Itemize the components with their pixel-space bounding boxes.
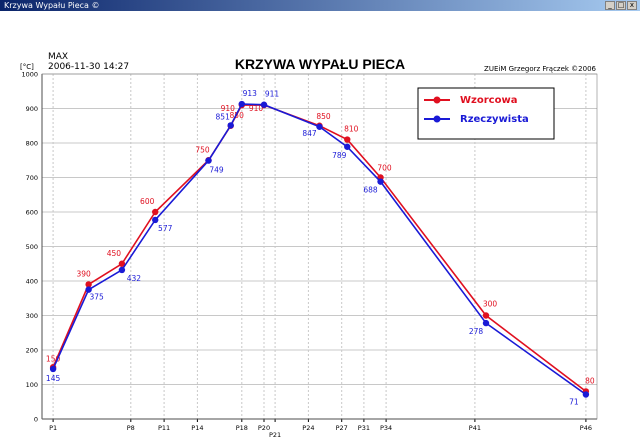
data-point-rzeczywista xyxy=(482,319,490,327)
datetime-label: 2006-11-30 14:27 xyxy=(48,62,129,72)
data-label-rzeczywista: 847 xyxy=(302,129,317,138)
y-tick-label: 1000 xyxy=(21,71,38,79)
x-tick-label: P34 xyxy=(380,424,392,432)
y-tick-label: 900 xyxy=(26,105,38,113)
y-tick-label: 300 xyxy=(26,312,38,320)
y-tick-label: 0 xyxy=(34,416,38,424)
data-label-wzorcowa: 700 xyxy=(377,164,392,173)
x-tick-label: P1 xyxy=(49,424,57,432)
data-label-wzorcowa: 450 xyxy=(107,249,122,258)
x-tick-label: P11 xyxy=(158,424,170,432)
data-label-rzeczywista: 375 xyxy=(89,293,104,302)
author-label: ZUEiM Grzegorz Frączek ©2006 xyxy=(484,65,596,73)
data-label-rzeczywista: 911 xyxy=(265,90,280,99)
x-tick-label: P20 xyxy=(258,424,270,432)
data-point-rzeczywista xyxy=(152,216,159,224)
y-tick-label: 600 xyxy=(26,209,38,217)
y-tick-label: 400 xyxy=(26,278,38,286)
data-point-wzorcowa xyxy=(344,136,351,143)
x-tick-label: P8 xyxy=(127,424,135,432)
data-point-rzeczywista xyxy=(238,100,245,108)
data-label-rzeczywista: 432 xyxy=(127,274,142,283)
data-label-wzorcowa: 150 xyxy=(46,354,61,363)
x-tick-label: P24 xyxy=(302,424,314,432)
x-tick-label: P41 xyxy=(469,424,481,432)
close-button[interactable]: x xyxy=(627,1,637,10)
data-point-rzeczywista xyxy=(344,143,351,150)
legend-box xyxy=(417,87,555,140)
window-title: Krzywa Wypału Pieca © xyxy=(4,1,100,10)
data-point-wzorcowa xyxy=(482,312,490,319)
data-label-rzeczywista: 278 xyxy=(469,327,484,336)
data-label-wzorcowa: 910 xyxy=(249,104,264,113)
data-label-rzeczywista: 851 xyxy=(216,112,231,121)
x-tick-label: P18 xyxy=(236,424,248,432)
data-label-wzorcowa: 810 xyxy=(344,125,359,134)
x-tick-label: P46 xyxy=(580,424,592,432)
maximize-button[interactable]: □ xyxy=(616,1,626,10)
y-tick-label: 200 xyxy=(26,347,38,355)
x-tick-label: P31 xyxy=(358,424,370,432)
data-point-rzeczywista xyxy=(85,286,92,293)
data-label-rzeczywista: 913 xyxy=(243,89,258,98)
x-tick-label: P21 xyxy=(269,431,281,439)
x-tick-label: P14 xyxy=(191,424,203,432)
data-label-wzorcowa: 390 xyxy=(76,269,91,278)
data-point-rzeczywista xyxy=(377,178,384,185)
data-label-wzorcowa: 910 xyxy=(221,104,236,113)
data-label-rzeczywista: 577 xyxy=(158,224,173,233)
data-label-rzeczywista: 789 xyxy=(332,151,347,160)
max-label: MAX xyxy=(48,52,68,62)
chart-title: KRZYWA WYPAŁU PIECA xyxy=(235,56,405,72)
series-line-wzorcowa xyxy=(52,104,587,393)
data-point-rzeczywista xyxy=(316,123,323,130)
data-point-wzorcowa xyxy=(118,260,126,267)
x-tick-label: P27 xyxy=(336,424,348,432)
legend-marker-rzeczywista xyxy=(433,115,441,123)
data-point-rzeczywista xyxy=(227,122,234,129)
window-titlebar: Krzywa Wypału Pieca © _ □ x xyxy=(0,0,640,11)
minimize-button[interactable]: _ xyxy=(605,1,615,10)
data-point-rzeczywista xyxy=(49,365,57,373)
data-label-wzorcowa: 850 xyxy=(316,112,331,121)
legend-label-wzorcowa: Wzorcowa xyxy=(460,95,517,106)
data-label-wzorcowa: 600 xyxy=(140,197,155,206)
data-label-rzeczywista: 145 xyxy=(46,374,61,383)
y-axis-unit: [°C] xyxy=(20,63,34,71)
data-point-rzeczywista xyxy=(260,101,268,108)
y-tick-label: 500 xyxy=(26,243,38,251)
y-tick-label: 700 xyxy=(26,174,38,182)
data-point-wzorcowa xyxy=(85,281,92,288)
series-line-rzeczywista xyxy=(52,103,587,396)
data-label-wzorcowa: 750 xyxy=(195,145,210,154)
plot-frame xyxy=(41,73,598,420)
kiln-firing-chart: MAX 2006-11-30 14:27 [°C] KRZYWA WYPAŁU … xyxy=(20,52,598,439)
data-label-wzorcowa: 80 xyxy=(585,376,595,385)
legend: Wzorcowa Rzeczywista xyxy=(417,87,555,140)
data-label-rzeczywista: 71 xyxy=(569,398,579,407)
y-tick-label: 100 xyxy=(26,381,38,389)
data-point-rzeczywista xyxy=(118,266,126,274)
data-label-rzeczywista: 688 xyxy=(363,186,378,195)
legend-marker-wzorcowa xyxy=(433,96,441,104)
data-label-wzorcowa: 300 xyxy=(483,300,498,309)
data-point-rzeczywista xyxy=(205,157,212,164)
legend-label-rzeczywista: Rzeczywista xyxy=(460,114,529,125)
data-point-rzeczywista xyxy=(582,391,590,398)
axes: 0 100 200 300 400 500 600 700 800 900 1000 P1 P8 P11 P… xyxy=(21,71,598,439)
y-tick-label: 800 xyxy=(26,140,38,148)
data-label-rzeczywista: 749 xyxy=(209,166,224,175)
data-point-wzorcowa xyxy=(152,208,159,216)
